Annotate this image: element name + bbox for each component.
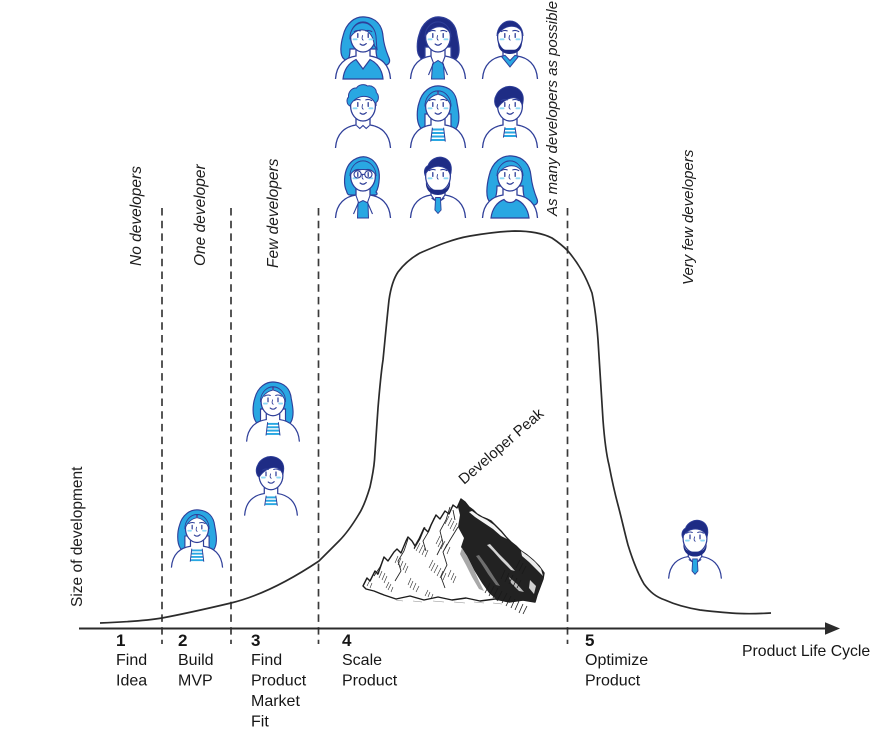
svg-text:One developer: One developer [192, 163, 209, 266]
svg-text:Idea: Idea [116, 673, 147, 690]
svg-text:Build: Build [178, 652, 214, 669]
svg-text:Product: Product [342, 673, 398, 690]
svg-text:Few developers: Few developers [265, 158, 282, 268]
svg-text:1: 1 [116, 631, 125, 650]
svg-text:Find: Find [251, 652, 282, 669]
svg-text:4: 4 [342, 631, 352, 650]
svg-text:3: 3 [251, 631, 260, 650]
svg-text:Developer Peak: Developer Peak [455, 405, 547, 488]
svg-text:Optimize: Optimize [585, 652, 648, 669]
svg-text:Fit: Fit [251, 714, 269, 731]
svg-text:Product: Product [585, 673, 641, 690]
svg-text:As many developers as possible: As many developers as possible [544, 1, 561, 217]
svg-text:5: 5 [585, 631, 594, 650]
svg-text:2: 2 [178, 631, 187, 650]
svg-text:Size of development: Size of development [69, 466, 86, 607]
svg-text:MVP: MVP [178, 673, 213, 690]
svg-text:Scale: Scale [342, 652, 382, 669]
svg-text:Very few developers: Very few developers [680, 149, 697, 285]
svg-text:Product Life Cycle: Product Life Cycle [742, 643, 870, 660]
svg-text:No developers: No developers [128, 166, 145, 266]
svg-text:Find: Find [116, 652, 147, 669]
svg-text:Market: Market [251, 693, 300, 710]
svg-text:Product: Product [251, 673, 307, 690]
